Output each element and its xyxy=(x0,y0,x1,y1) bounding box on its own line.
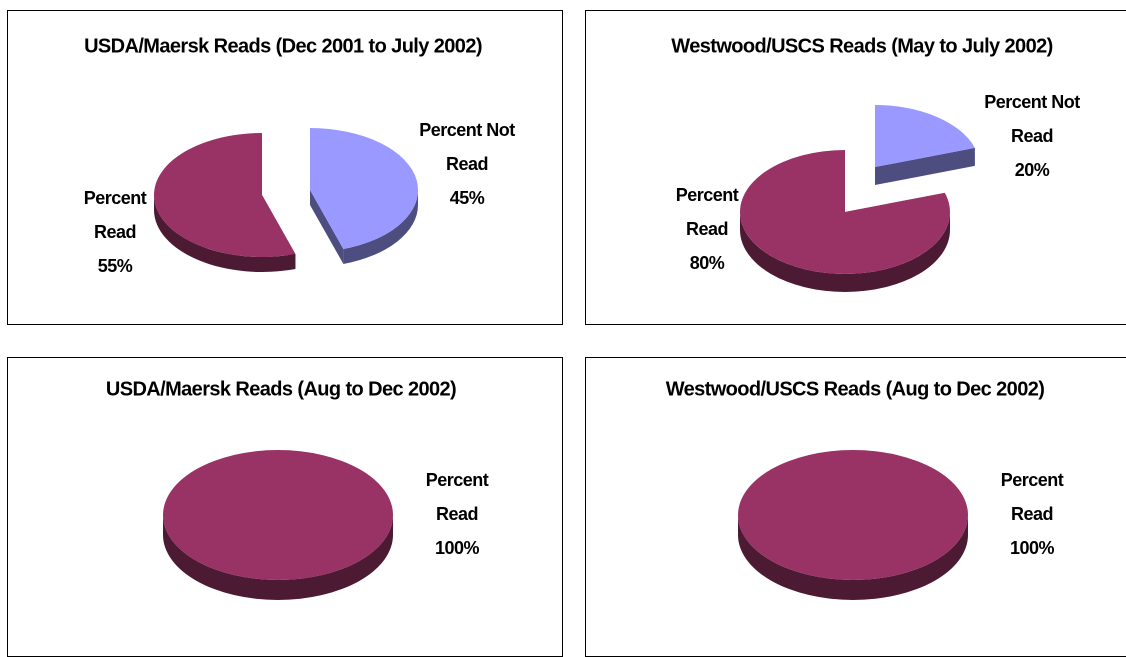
category-label: Percent Read xyxy=(1000,470,1064,524)
pie-slice xyxy=(739,150,950,292)
category-label: Percent Read xyxy=(425,470,489,524)
pie-slice xyxy=(153,133,296,273)
category-label: Percent Not Read xyxy=(984,92,1080,146)
slice-label: Percent Not Read 45% xyxy=(417,113,517,215)
slice-side xyxy=(740,212,950,292)
value-label: 55% xyxy=(97,256,133,276)
category-label: Percent Read xyxy=(675,185,739,239)
slice-face xyxy=(875,147,975,185)
value-label: 45% xyxy=(449,188,485,208)
category-label: Percent Not Read xyxy=(419,120,515,174)
chart-title: Westwood/USCS Reads (May to July 2002) xyxy=(671,35,1052,57)
slice-top xyxy=(875,105,975,167)
slice-side xyxy=(738,515,968,600)
pie-slice xyxy=(875,105,975,185)
pie-slice xyxy=(738,450,968,600)
chart-title: USDA/Maersk Reads (Dec 2001 to July 2002… xyxy=(84,35,482,57)
slice-side xyxy=(154,195,296,273)
chart-panel xyxy=(7,10,563,325)
category-label: Percent Read xyxy=(83,188,147,242)
chart-title: USDA/Maersk Reads (Aug to Dec 2002) xyxy=(106,378,456,400)
slice-label: Percent Read 55% xyxy=(65,181,165,283)
slice-top xyxy=(739,150,950,274)
slice-label: Percent Read 80% xyxy=(657,178,757,280)
value-label: 100% xyxy=(434,538,480,558)
slice-top xyxy=(163,450,393,580)
slice-face xyxy=(310,190,344,264)
value-label: 100% xyxy=(1009,538,1055,558)
slice-label: Percent Read 100% xyxy=(982,463,1082,565)
slice-label: Percent Read 100% xyxy=(407,463,507,565)
pie-slice xyxy=(163,450,393,600)
pie-slice xyxy=(310,128,418,264)
slice-top xyxy=(738,450,968,580)
value-label: 20% xyxy=(1014,160,1050,180)
value-label: 80% xyxy=(689,253,725,273)
slice-top xyxy=(153,133,296,257)
page: USDA/Maersk Reads (Dec 2001 to July 2002… xyxy=(7,10,1126,657)
slice-top xyxy=(310,128,418,249)
slice-side xyxy=(343,190,418,264)
chart-title: Westwood/USCS Reads (Aug to Dec 2002) xyxy=(666,378,1045,400)
slice-label: Percent Not Read 20% xyxy=(982,85,1082,187)
slice-side xyxy=(163,515,393,600)
charts: USDA/Maersk Reads (Dec 2001 to July 2002… xyxy=(84,35,1053,600)
